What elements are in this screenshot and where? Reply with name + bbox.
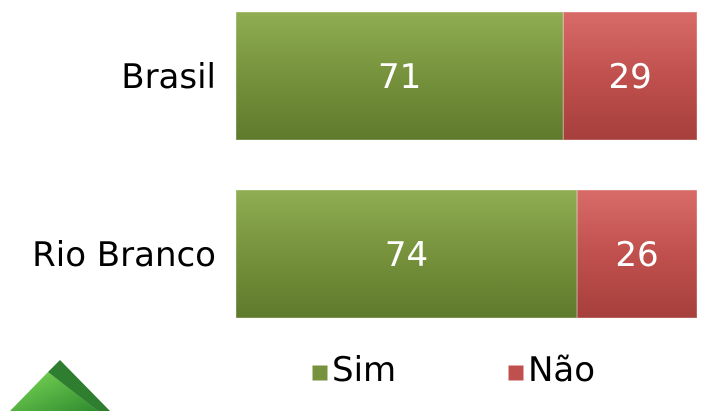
legend-swatch [508, 365, 524, 381]
data-label: 71 [378, 57, 421, 97]
category-label: Rio Branco [32, 235, 216, 275]
data-label: 74 [385, 235, 428, 275]
green-chevron-logo-icon [10, 360, 110, 411]
legend-label: Sim [332, 350, 396, 390]
legend-label: Não [528, 350, 595, 390]
data-label: 26 [615, 235, 658, 275]
category-label: Brasil [121, 57, 216, 97]
legend-swatch [312, 365, 328, 381]
data-label: 29 [609, 57, 652, 97]
